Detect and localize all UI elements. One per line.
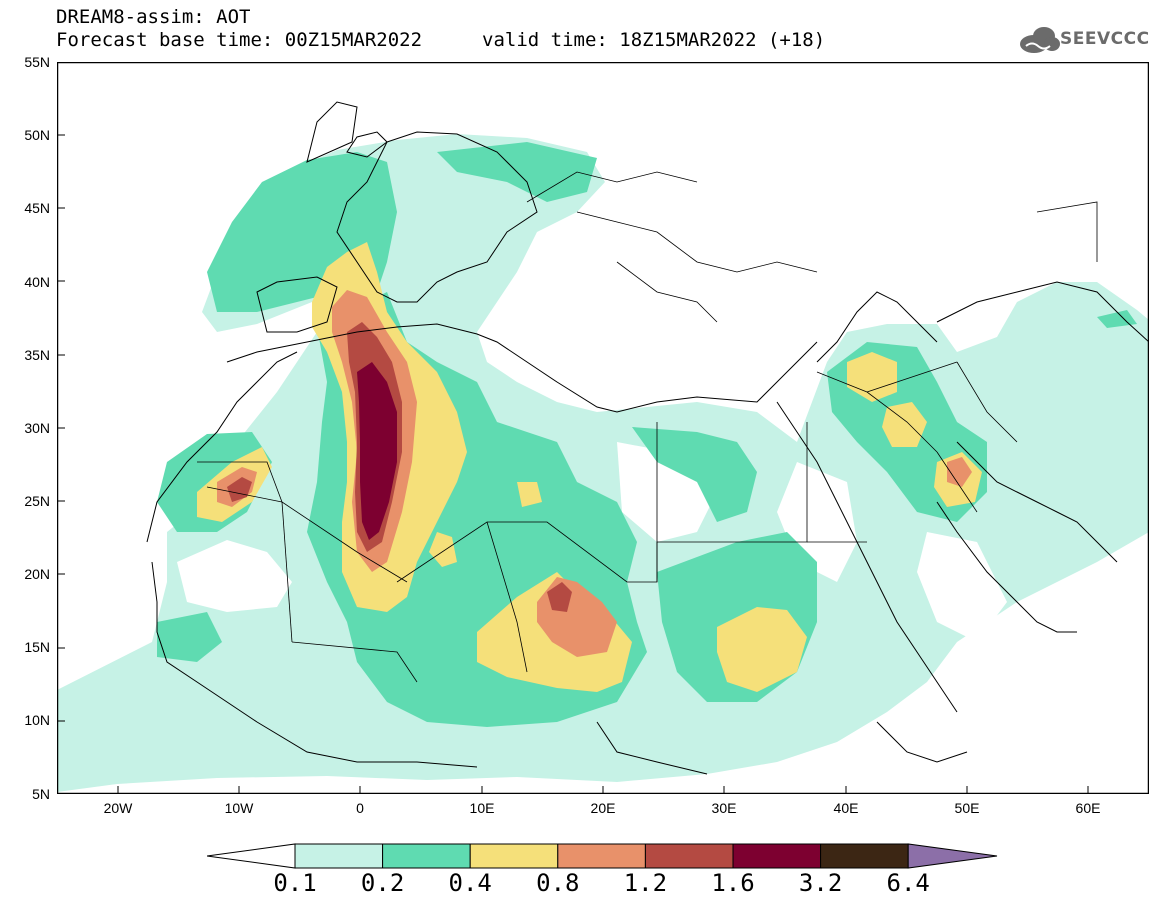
colorbar-swatches xyxy=(294,843,998,869)
colorbar-level-label: 0.4 xyxy=(448,869,492,897)
lon-label-30e: 30E xyxy=(711,800,737,816)
colorbar-swatch xyxy=(820,843,909,869)
colorbar-swatch xyxy=(644,843,734,869)
colorbar-level-label: 0.2 xyxy=(360,869,405,897)
lon-label-20w: 20W xyxy=(103,800,133,816)
colorbar-swatch xyxy=(469,843,559,869)
lon-label-20e: 20E xyxy=(590,800,616,816)
lon-label-0: 0 xyxy=(356,800,364,816)
lat-label-5n: 5N xyxy=(32,786,50,802)
lat-label-10n: 10N xyxy=(24,712,50,728)
lon-label-40e: 40E xyxy=(833,800,859,816)
colorbar-swatch xyxy=(294,843,384,869)
lat-label-35n: 35N xyxy=(24,347,50,363)
colorbar-level-label: 1.2 xyxy=(623,869,668,897)
aot-field xyxy=(57,134,1149,792)
lat-label-25n: 25N xyxy=(24,493,50,509)
colorbar-level-label: 6.4 xyxy=(886,869,930,897)
cloud-icon xyxy=(1020,27,1060,53)
colorbar-swatch xyxy=(557,843,646,869)
colorbar xyxy=(207,843,998,869)
lon-label-60e: 60E xyxy=(1075,800,1101,816)
logo-text: SEEVCCC xyxy=(1060,29,1150,49)
axis-ticks xyxy=(57,134,1089,794)
chart-title: DREAM8-assim: AOT xyxy=(56,6,251,28)
colorbar-level-label: 3.2 xyxy=(798,869,843,897)
lat-label-45n: 45N xyxy=(24,200,50,216)
colorbar-swatch xyxy=(732,843,822,869)
lat-label-40n: 40N xyxy=(24,274,50,290)
lat-label-20n: 20N xyxy=(24,566,50,582)
country-borders xyxy=(197,171,1098,683)
lat-label-15n: 15N xyxy=(24,639,50,655)
valid-time: valid time: 18Z15MAR2022 (+18) xyxy=(482,29,826,51)
lon-label-10e: 10E xyxy=(469,800,495,816)
lat-label-30n: 30N xyxy=(24,420,50,436)
forecast-base-time: Forecast base time: 00Z15MAR2022 xyxy=(56,29,423,51)
aot-level-1.6 xyxy=(357,362,397,540)
colorbar-level-label: 1.6 xyxy=(711,869,755,897)
coastlines xyxy=(146,101,1149,775)
colorbar-under-arrow xyxy=(207,843,296,869)
colorbar-level-label: 0.1 xyxy=(273,869,317,897)
colorbar-swatch xyxy=(382,843,471,869)
lon-label-10w: 10W xyxy=(224,800,254,816)
colorbar-over-arrow xyxy=(907,843,998,869)
aot-map xyxy=(57,62,1149,794)
lat-label-55n: 55N xyxy=(24,54,50,70)
colorbar-level-label: 0.8 xyxy=(536,869,580,897)
lon-label-50e: 50E xyxy=(954,800,980,816)
lat-label-50n: 50N xyxy=(24,127,50,143)
